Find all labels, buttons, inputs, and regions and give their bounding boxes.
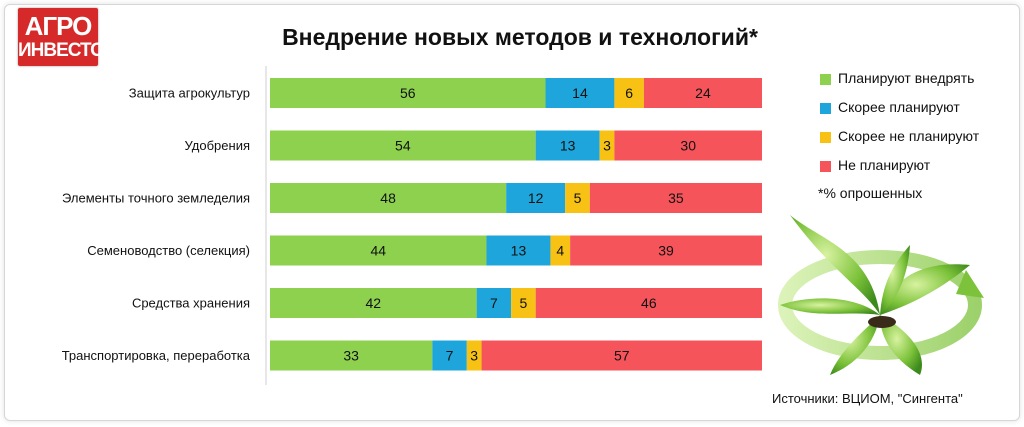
bar-segment-likely-plan: [432, 340, 467, 371]
data-label-likely-not: 5: [574, 190, 582, 206]
source-note: Источники: ВЦИОМ, "Сингента": [772, 391, 963, 406]
data-label-not-plan: 35: [668, 190, 684, 206]
data-label-likely-plan: 12: [528, 190, 544, 206]
category-label: Семеноводство (селекция): [87, 243, 250, 258]
data-label-not-plan: 24: [695, 85, 711, 101]
legend-swatch-plan: [820, 74, 831, 85]
bar-segment-plan: [270, 235, 487, 266]
chart-title: Внедрение новых методов и технологий*: [282, 24, 758, 50]
data-label-likely-not: 4: [556, 243, 564, 259]
data-label-likely-not: 3: [470, 348, 478, 364]
data-label-plan: 54: [395, 138, 411, 154]
data-label-likely-plan: 7: [446, 348, 454, 364]
bar-segment-likely-not: [614, 78, 644, 108]
bar-segment-likely-plan: [545, 78, 615, 108]
logo-line2: ИНВЕСТОР: [18, 40, 117, 61]
bar-segment-likely-not: [565, 183, 590, 213]
bar-segment-likely-not: [599, 130, 615, 161]
data-label-plan: 33: [343, 348, 359, 364]
bar-segment-plan: [270, 78, 546, 108]
chart-note: *% опрошенных: [818, 185, 923, 201]
data-label-not-plan: 30: [680, 138, 696, 154]
data-label-not-plan: 57: [614, 348, 630, 364]
data-label-not-plan: 46: [641, 295, 657, 311]
legend-swatch-likely-plan: [820, 103, 831, 114]
data-label-likely-plan: 7: [490, 295, 498, 311]
data-label-likely-plan: 13: [511, 243, 527, 259]
bar-segment-not-plan: [535, 288, 762, 318]
category-label: Средства хранения: [132, 296, 250, 311]
bar-segment-likely-not: [466, 340, 482, 371]
bar-segment-plan: [270, 340, 433, 371]
bar-segment-likely-not: [511, 288, 536, 318]
logo-line1: АГРО: [24, 11, 93, 41]
data-label-plan: 42: [366, 295, 382, 311]
plant-leaves-illustration: [778, 215, 984, 375]
data-label-likely-not: 3: [603, 138, 611, 154]
bar-segment-likely-plan: [476, 288, 512, 318]
data-label-plan: 56: [400, 85, 416, 101]
category-label: Защита агрокультур: [129, 86, 250, 101]
bar-segment-likely-not: [550, 235, 571, 266]
bar-segment-plan: [270, 183, 507, 213]
legend-label-not-plan: Не планируют: [838, 157, 931, 173]
bar-segment-not-plan: [589, 183, 762, 213]
data-label-likely-not: 5: [519, 295, 527, 311]
data-label-likely-plan: 13: [560, 138, 576, 154]
legend-swatch-not-plan: [820, 161, 831, 172]
agroinvestor-logo: АГРО ИНВЕСТОР: [18, 8, 117, 66]
legend-label-plan: Планируют внедрять: [838, 70, 975, 86]
legend-swatch-likely-not: [820, 132, 831, 143]
category-label: Элементы точного земледелия: [62, 191, 250, 206]
data-label-likely-plan: 14: [572, 85, 588, 101]
legend-label-likely-not: Скорее не планируют: [838, 128, 980, 144]
category-label: Удобрения: [185, 138, 250, 153]
bar-segment-not-plan: [643, 78, 762, 108]
legend-label-likely-plan: Скорее планируют: [838, 99, 960, 115]
bar-segment-plan: [270, 130, 536, 161]
bar-segment-not-plan: [614, 130, 762, 161]
bar-segment-plan: [270, 288, 477, 318]
bar-segment-not-plan: [481, 340, 762, 371]
data-label-likely-not: 6: [625, 85, 633, 101]
data-label-plan: 44: [370, 243, 386, 259]
category-label: Транспортировка, переработка: [62, 348, 251, 363]
data-label-not-plan: 39: [658, 243, 674, 259]
bar-segment-likely-plan: [535, 130, 600, 161]
data-label-plan: 48: [380, 190, 396, 206]
bar-segment-likely-plan: [506, 183, 566, 213]
bar-segment-likely-plan: [486, 235, 551, 266]
bar-segment-not-plan: [570, 235, 762, 266]
